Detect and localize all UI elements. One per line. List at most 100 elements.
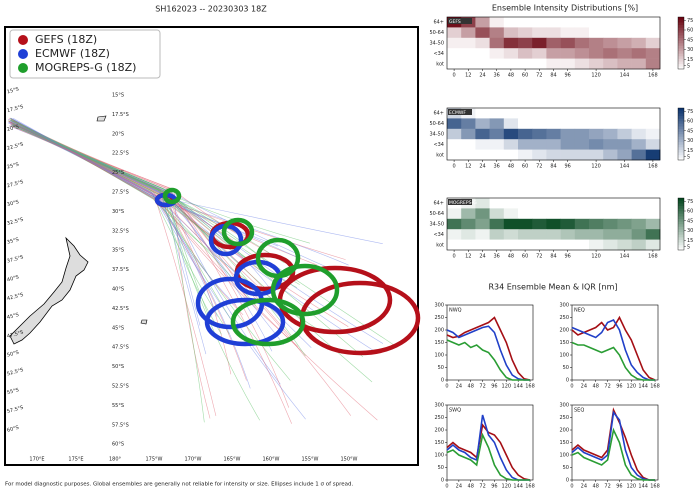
- heat-cell: [461, 128, 476, 140]
- colorbar-step: [678, 203, 684, 207]
- panel-name: GEFS: [449, 19, 461, 25]
- heat-cell: [546, 139, 561, 150]
- y-tick-label: 0: [441, 478, 444, 484]
- heat-cell: [532, 128, 547, 140]
- y-tick-label: 100: [434, 453, 444, 459]
- heat-cell: [518, 218, 533, 230]
- x-tick-label: 48: [508, 254, 514, 260]
- colorbar-step: [678, 53, 684, 57]
- heat-cell: [603, 48, 618, 59]
- heat-cell: [589, 118, 604, 130]
- heat-cell: [574, 58, 590, 70]
- heat-cell: [461, 239, 476, 251]
- r34-line: [571, 318, 656, 381]
- heat-cell: [518, 139, 533, 150]
- y-tick-label: 100: [559, 453, 569, 459]
- x-tick-label: 48: [508, 164, 514, 170]
- heat-cell: [475, 198, 490, 209]
- lon-label: 150°W: [341, 457, 358, 463]
- lat-label: 32.5°S: [6, 217, 24, 227]
- heat-cell: [532, 208, 547, 220]
- heat-cell: [475, 218, 490, 230]
- lat-label: 27.5°S: [6, 179, 24, 189]
- heat-cell: [518, 198, 533, 209]
- panel-name: ECMWF: [449, 110, 466, 116]
- heat-cell: [645, 17, 661, 28]
- x-tick-label: 0: [445, 384, 448, 390]
- x-tick-label: 144: [620, 73, 630, 79]
- colorbar-step: [678, 244, 684, 248]
- r34-title: R34 Ensemble Mean & IQR [nm]: [488, 283, 617, 292]
- lat-label: 27.5°S: [112, 190, 129, 196]
- x-tick-label: 96: [565, 73, 571, 79]
- heat-cell: [645, 37, 661, 49]
- lon-label: 180°: [109, 457, 122, 463]
- heat-cell: [475, 118, 490, 130]
- heat-cell: [560, 37, 576, 49]
- heat-cell: [589, 149, 604, 161]
- x-tick-label: 48: [468, 384, 474, 390]
- heat-cell: [532, 218, 547, 230]
- legend-marker: [17, 34, 29, 46]
- colorbar-label: 75: [687, 18, 693, 24]
- x-tick-label: 72: [604, 484, 610, 490]
- heat-cell: [603, 37, 618, 49]
- heat-cell: [631, 149, 647, 161]
- heat-cell: [503, 218, 519, 230]
- heat-cell: [475, 208, 490, 220]
- colorbar-step: [678, 237, 684, 240]
- heat-cell: [475, 48, 490, 59]
- heat-cell: [503, 48, 519, 59]
- heat-cell: [532, 149, 547, 161]
- r34-line: [571, 315, 656, 381]
- heat-cell: [489, 198, 505, 209]
- lat-label: 40°S: [6, 274, 19, 283]
- heat-cell: [532, 118, 547, 130]
- colorbar-step: [678, 208, 684, 212]
- heat-cell: [489, 149, 505, 161]
- heat-cell: [532, 37, 547, 49]
- x-tick-label: 96: [565, 254, 571, 260]
- colorbar-step: [678, 198, 684, 201]
- heat-cell: [546, 229, 561, 240]
- y-tick-label: 150: [559, 340, 569, 346]
- x-tick-label: 84: [550, 164, 556, 170]
- heatmap-title: Ensemble Intensity Distributions [%]: [492, 4, 638, 13]
- heat-cell: [617, 239, 632, 251]
- heat-cell: [589, 198, 604, 209]
- colorbar-label: 15: [687, 238, 693, 244]
- x-tick-label: 24: [581, 484, 587, 490]
- heat-cell: [503, 128, 519, 140]
- y-tick-label: 300: [434, 303, 444, 309]
- heat-cell: [489, 48, 505, 59]
- y-tick-label: 250: [559, 315, 569, 321]
- lon-label: 175°W: [146, 457, 163, 463]
- y-tick-label: 150: [559, 440, 569, 446]
- heat-cell: [631, 229, 647, 240]
- colorbar-step: [678, 218, 684, 222]
- colorbar-step: [678, 43, 684, 46]
- heat-cell: [645, 139, 661, 150]
- x-tick-label: 96: [491, 384, 497, 390]
- x-tick-label: 96: [616, 484, 622, 490]
- colorbar-label: 5: [687, 244, 690, 250]
- heat-cell: [589, 48, 604, 59]
- heat-cell: [631, 239, 647, 251]
- heat-cell: [475, 27, 490, 39]
- lat-label: 32.5°S: [112, 228, 129, 234]
- r34-line: [446, 325, 531, 381]
- heat-cell: [645, 118, 661, 130]
- lat-label: 45°S: [112, 325, 124, 331]
- heat-cell: [560, 17, 576, 28]
- legend-box: [9, 29, 161, 79]
- heat-cell: [546, 208, 561, 220]
- heat-cell: [546, 198, 561, 209]
- heat-cell: [617, 218, 632, 230]
- heat-cell: [617, 198, 632, 209]
- colorbar-step: [678, 123, 684, 127]
- colorbar-step: [678, 157, 684, 161]
- panel-tag: [448, 199, 472, 205]
- colorbar-step: [678, 66, 684, 70]
- heat-cell: [589, 17, 604, 28]
- heat-cell: [574, 149, 590, 161]
